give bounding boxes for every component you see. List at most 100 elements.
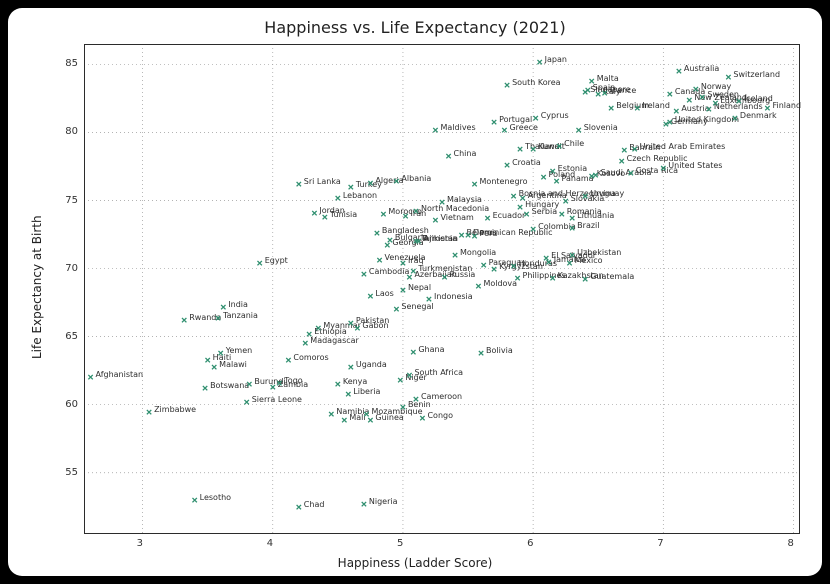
scatter-marker: ×: [246, 379, 253, 390]
scatter-marker: ×: [432, 214, 439, 225]
point-label: South Korea: [512, 79, 560, 87]
point-label: Benin: [408, 401, 431, 409]
scatter-marker: ×: [348, 361, 355, 372]
scatter-marker: ×: [699, 92, 706, 103]
scatter-marker: ×: [354, 323, 361, 334]
point-label: France: [610, 87, 637, 95]
point-label: Switzerland: [733, 71, 780, 79]
scatter-marker: ×: [504, 160, 511, 171]
point-label: Albania: [401, 175, 431, 183]
scatter-marker: ×: [415, 236, 422, 247]
scatter-marker: ×: [764, 102, 771, 113]
scatter-marker: ×: [410, 266, 417, 277]
scatter-marker: ×: [361, 269, 368, 280]
scatter-marker: ×: [256, 258, 263, 269]
scatter-marker: ×: [484, 213, 491, 224]
scatter-marker: ×: [582, 191, 589, 202]
scatter-marker: ×: [471, 179, 478, 190]
point-label: Montenegro: [480, 178, 528, 186]
scatter-marker: ×: [348, 181, 355, 192]
y-tick-label: 80: [65, 126, 78, 137]
scatter-marker: ×: [376, 255, 383, 266]
point-label: Serbia: [532, 208, 558, 216]
y-axis-label: Life Expectancy at Birth: [30, 215, 44, 359]
scatter-marker: ×: [530, 143, 537, 154]
point-label: Vietnam: [440, 214, 473, 222]
points-overlay: ×Afghanistan×Zimbabwe×Rwanda×Lesotho×Bot…: [84, 44, 800, 534]
y-tick-label: 85: [65, 58, 78, 69]
scatter-marker: ×: [393, 176, 400, 187]
scatter-marker: ×: [575, 124, 582, 135]
scatter-marker: ×: [562, 195, 569, 206]
point-label: China: [454, 150, 477, 158]
scatter-marker: ×: [530, 224, 537, 235]
point-label: India: [228, 301, 248, 309]
point-label: Lesotho: [200, 494, 231, 502]
point-label: Tunisia: [330, 211, 357, 219]
point-label: Brazil: [577, 222, 599, 230]
scatter-marker: ×: [335, 379, 342, 390]
scatter-marker: ×: [367, 290, 374, 301]
point-label: Argentina: [528, 192, 567, 200]
point-label: Egypt: [265, 257, 288, 265]
scatter-marker: ×: [335, 192, 342, 203]
scatter-marker: ×: [322, 211, 329, 222]
scatter-marker: ×: [634, 102, 641, 113]
point-label: Uzbekistan: [577, 249, 621, 257]
scatter-marker: ×: [413, 206, 420, 217]
point-label: Ireland: [642, 102, 670, 110]
scatter-marker: ×: [491, 263, 498, 274]
scatter-marker: ×: [393, 304, 400, 315]
scatter-marker: ×: [285, 354, 292, 365]
scatter-marker: ×: [146, 406, 153, 417]
scatter-marker: ×: [295, 179, 302, 190]
point-label: Botswana: [210, 382, 249, 390]
scatter-marker: ×: [601, 88, 608, 99]
x-tick-label: 4: [267, 538, 273, 549]
point-label: Maldives: [440, 124, 475, 132]
scatter-marker: ×: [549, 273, 556, 284]
point-label: South Africa: [414, 369, 463, 377]
y-tick-label: 60: [65, 399, 78, 410]
scatter-marker: ×: [328, 409, 335, 420]
scatter-marker: ×: [419, 413, 426, 424]
point-label: Estonia: [558, 165, 587, 173]
point-label: Cyprus: [541, 112, 569, 120]
point-label: Mongolia: [460, 249, 496, 257]
scatter-marker: ×: [517, 143, 524, 154]
scatter-marker: ×: [191, 494, 198, 505]
point-label: Armenia: [424, 235, 458, 243]
scatter-marker: ×: [725, 71, 732, 82]
scatter-marker: ×: [532, 112, 539, 123]
scatter-marker: ×: [387, 235, 394, 246]
point-label: Togo: [284, 377, 302, 385]
scatter-marker: ×: [558, 209, 565, 220]
scatter-marker: ×: [569, 249, 576, 260]
point-label: Slovenia: [584, 124, 618, 132]
chart-card: Happiness vs. Life Expectancy (2021) Hap…: [8, 8, 822, 576]
scatter-marker: ×: [667, 89, 674, 100]
scatter-marker: ×: [374, 228, 381, 239]
scatter-marker: ×: [480, 259, 487, 270]
scatter-marker: ×: [569, 222, 576, 233]
scatter-marker: ×: [217, 347, 224, 358]
point-label: Madagascar: [310, 337, 359, 345]
scatter-marker: ×: [536, 56, 543, 67]
scatter-marker: ×: [452, 249, 459, 260]
point-label: Moldova: [483, 280, 517, 288]
point-label: United Arab Emirates: [640, 143, 726, 151]
point-label: Bolivia: [486, 347, 513, 355]
scatter-marker: ×: [87, 372, 94, 383]
y-tick-label: 70: [65, 263, 78, 274]
x-tick-label: 7: [657, 538, 663, 549]
scatter-marker: ×: [445, 150, 452, 161]
x-tick-label: 3: [137, 538, 143, 549]
point-label: Congo: [427, 412, 453, 420]
scatter-marker: ×: [478, 347, 485, 358]
point-label: Uganda: [356, 361, 387, 369]
scatter-marker: ×: [215, 312, 222, 323]
scatter-marker: ×: [491, 116, 498, 127]
scatter-marker: ×: [402, 210, 409, 221]
point-label: Liberia: [353, 388, 380, 396]
scatter-marker: ×: [514, 273, 521, 284]
